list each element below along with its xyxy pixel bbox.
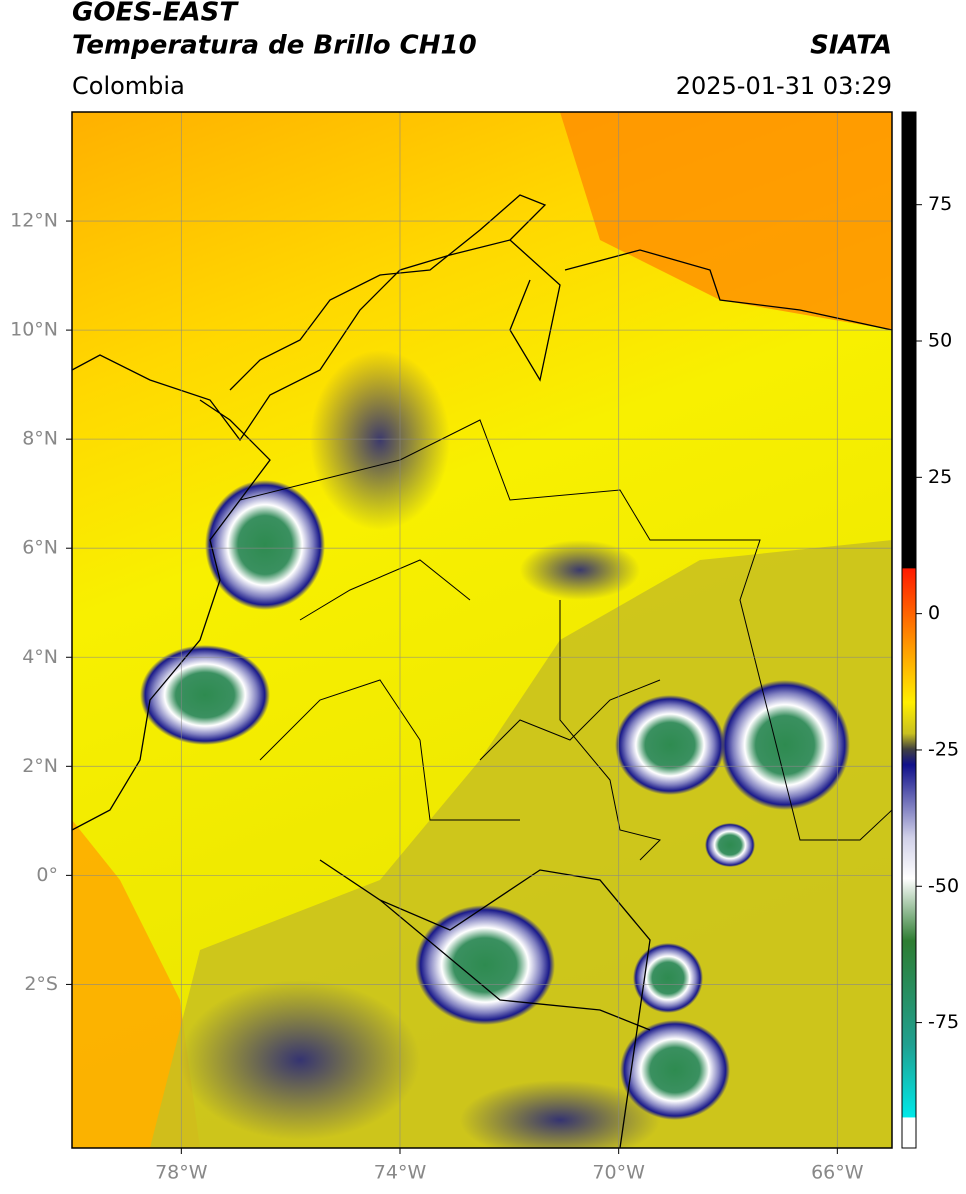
- colorbar-tick-label: -75: [928, 1011, 959, 1033]
- title: GOES-EAST: [72, 0, 239, 28]
- colorbar-tick-label: 75: [928, 193, 952, 215]
- lat-tick-label: 8°N: [22, 428, 58, 450]
- lat-tick-label: 10°N: [10, 319, 58, 341]
- lon-tick-label: 74°W: [374, 1162, 427, 1184]
- map-frame: [71, 111, 893, 1149]
- lat-tick-label: 6°N: [22, 537, 58, 559]
- colorbar-tick-label: -50: [928, 875, 959, 897]
- satellite-image: [72, 112, 892, 1148]
- colorbar: [901, 111, 917, 1149]
- datetime: 2025-01-31 03:29: [676, 72, 892, 100]
- lon-tick-label: 70°W: [592, 1162, 645, 1184]
- lat-tick-label: 2°S: [24, 973, 58, 995]
- colorbar-tick-label: 25: [928, 466, 952, 488]
- lon-tick-label: 78°W: [155, 1162, 208, 1184]
- colorbar-tick-label: 50: [928, 330, 952, 352]
- lon-tick-label: 66°W: [811, 1162, 864, 1184]
- lat-tick-label: 0°: [36, 864, 58, 886]
- lat-tick-label: 12°N: [10, 210, 58, 232]
- lat-tick-label: 4°N: [22, 646, 58, 668]
- graticule: [72, 112, 892, 1148]
- subtitle: Temperatura de Brillo CH10: [72, 31, 477, 61]
- source: SIATA: [810, 31, 892, 61]
- colorbar-tick-label: -25: [928, 738, 959, 760]
- lat-tick-label: 2°N: [22, 755, 58, 777]
- region: Colombia: [72, 72, 185, 100]
- colorbar-tick-label: 0: [928, 602, 940, 624]
